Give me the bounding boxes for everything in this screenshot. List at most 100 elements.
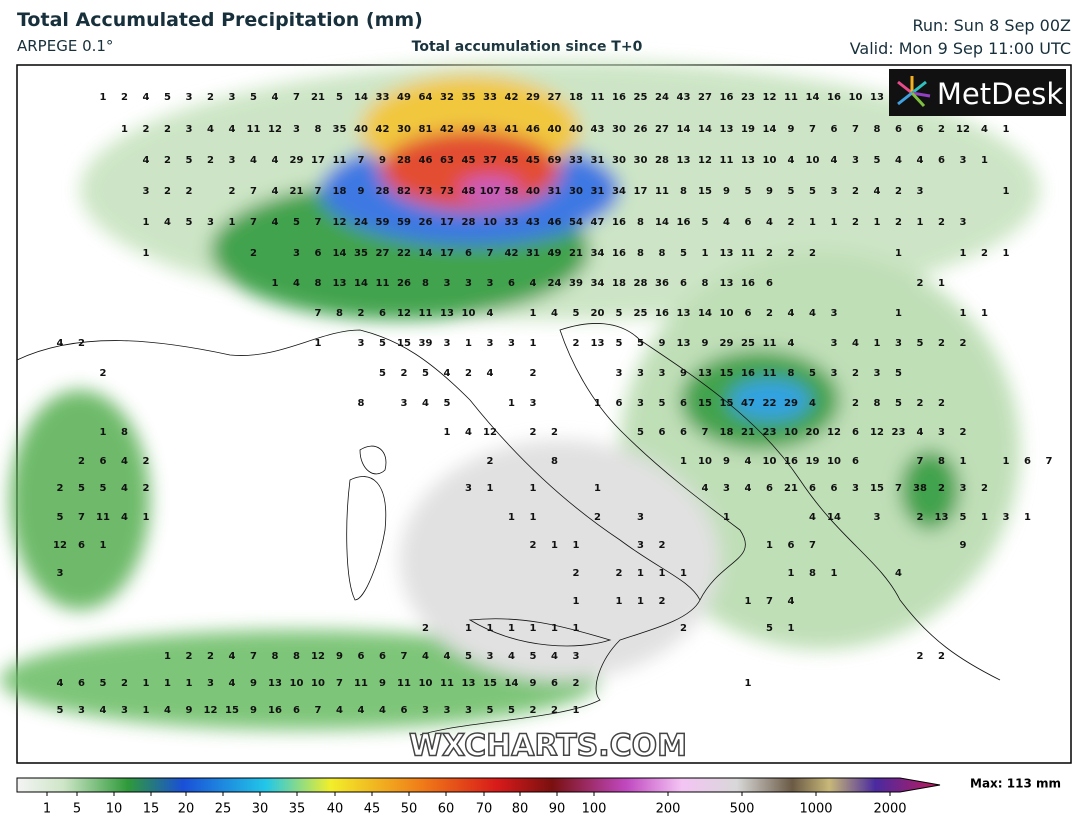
station-value: 1: [573, 623, 580, 634]
station-value: 23: [892, 427, 906, 438]
station-value: 7: [487, 248, 494, 259]
station-value: 4: [917, 427, 924, 438]
station-value: 59: [376, 217, 390, 228]
station-value: 5: [637, 338, 644, 349]
station-value: 11: [376, 278, 390, 289]
station-value: 8: [659, 248, 666, 259]
station-value: 2: [659, 596, 666, 607]
station-value: 4: [272, 186, 279, 197]
station-value: 16: [741, 278, 755, 289]
station-value: 2: [938, 651, 945, 662]
station-value: 3: [960, 155, 967, 166]
station-value: 3: [186, 92, 193, 103]
station-value: 7: [702, 427, 709, 438]
station-value: 13: [720, 248, 734, 259]
station-value: 3: [659, 368, 666, 379]
station-value: 4: [487, 308, 494, 319]
station-value: 27: [698, 92, 712, 103]
station-value: 25: [634, 92, 648, 103]
station-value: 25: [741, 338, 755, 349]
station-value: 2: [250, 248, 257, 259]
station-value: 6: [401, 705, 408, 716]
station-value: 1: [637, 568, 644, 579]
station-value: 42: [376, 124, 390, 135]
station-value: 8: [938, 456, 945, 467]
station-value: 1: [573, 705, 580, 716]
station-value: 2: [487, 456, 494, 467]
station-value: 12: [698, 155, 712, 166]
station-value: 2: [186, 651, 193, 662]
station-value: 5: [788, 186, 795, 197]
station-value: 34: [591, 248, 605, 259]
station-value: 4: [874, 186, 881, 197]
station-value: 5: [78, 483, 85, 494]
station-value: 43: [526, 217, 540, 228]
station-value: 2: [573, 568, 580, 579]
station-value: 48: [462, 186, 476, 197]
station-value: 10: [806, 155, 820, 166]
station-value: 8: [336, 308, 343, 319]
colorbar-tick-label: 50: [401, 802, 418, 817]
station-value: 17: [440, 217, 454, 228]
station-value: 4: [788, 596, 795, 607]
station-value: 21: [569, 248, 583, 259]
station-value: 1: [766, 540, 773, 551]
station-value: 2: [594, 512, 601, 523]
station-value: 1: [680, 456, 687, 467]
station-value: 34: [591, 278, 605, 289]
station-value: 5: [487, 705, 494, 716]
station-value: 16: [827, 92, 841, 103]
station-value: 1: [637, 596, 644, 607]
station-value: 11: [655, 186, 669, 197]
station-value: 7: [250, 651, 257, 662]
station-value: 1: [788, 568, 795, 579]
station-value: 31: [526, 248, 540, 259]
station-value: 15: [698, 186, 712, 197]
station-value: 54: [569, 217, 583, 228]
station-value: 5: [616, 308, 623, 319]
station-value: 5: [637, 427, 644, 438]
station-value: 40: [354, 124, 368, 135]
station-value: 1: [616, 596, 623, 607]
station-value: 1: [465, 338, 472, 349]
station-value: 1: [1003, 124, 1010, 135]
station-value: 2: [766, 248, 773, 259]
station-value: 4: [272, 155, 279, 166]
colorbar-tick-label: 45: [364, 802, 381, 817]
logo-box: [889, 69, 1066, 116]
station-value: 41: [505, 124, 519, 135]
station-value: 5: [164, 92, 171, 103]
station-value: 28: [655, 155, 669, 166]
station-value: 17: [440, 248, 454, 259]
station-value: 33: [569, 155, 583, 166]
station-value: 4: [121, 512, 128, 523]
station-value: 8: [272, 651, 279, 662]
station-value: 4: [143, 92, 150, 103]
station-value: 1: [530, 338, 537, 349]
station-value: 11: [247, 124, 261, 135]
station-value: 15: [698, 398, 712, 409]
station-value: 1: [659, 568, 666, 579]
station-value: 8: [551, 456, 558, 467]
station-value: 11: [720, 155, 734, 166]
station-value: 13: [591, 338, 605, 349]
station-value: 2: [981, 248, 988, 259]
station-value: 1: [508, 398, 515, 409]
station-value: 2: [530, 540, 537, 551]
station-value: 4: [164, 705, 171, 716]
station-value: 2: [186, 186, 193, 197]
station-value: 23: [741, 92, 755, 103]
station-value: 6: [379, 651, 386, 662]
station-value: 10: [698, 456, 712, 467]
colorbar-tick-label: 70: [476, 802, 493, 817]
station-value: 6: [315, 248, 322, 259]
station-value: 21: [784, 483, 798, 494]
station-value: 5: [702, 217, 709, 228]
station-value: 5: [745, 186, 752, 197]
station-value: 6: [465, 248, 472, 259]
station-value: 1: [981, 512, 988, 523]
station-value: 4: [788, 308, 795, 319]
station-value: 9: [702, 338, 709, 349]
station-value: 5: [960, 512, 967, 523]
station-value: 29: [720, 338, 734, 349]
